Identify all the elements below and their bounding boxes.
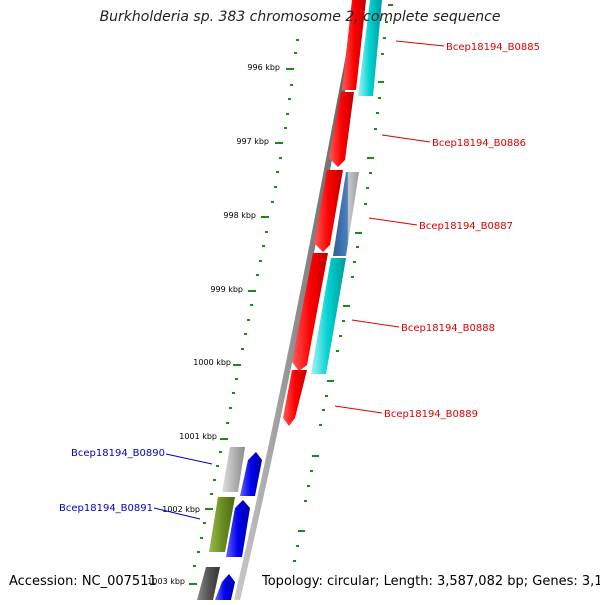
ruler-label: 996 kbp: [247, 63, 280, 72]
accession-text: Accession: NC_007511: [9, 574, 157, 589]
gene-label[interactable]: Bcep18194_B0888: [401, 323, 495, 334]
ruler-label: 998 kbp: [223, 211, 256, 220]
chromosome-backbone: [234, 0, 363, 601]
gene-labels-left: Bcep18194_B0890 Bcep18194_B0891: [59, 448, 213, 520]
ruler-label: 997 kbp: [236, 137, 269, 146]
ruler-label: 999 kbp: [210, 285, 243, 294]
gene-label[interactable]: Bcep18194_B0885: [446, 42, 540, 53]
gene-arrow[interactable]: [222, 447, 245, 492]
gene-label[interactable]: Bcep18194_B0886: [432, 138, 526, 149]
map-title: Burkholderia sp. 383 chromosome 2, compl…: [99, 9, 501, 25]
ruler-label: 1003 kbp: [147, 577, 185, 586]
gene-track-forward-2: [311, 0, 382, 374]
gene-track-forward: [283, 0, 366, 426]
gene-arrow[interactable]: [215, 574, 235, 600]
ruler-ticks-outer: [293, 4, 393, 562]
gene-arrow[interactable]: [358, 0, 382, 96]
gene-label[interactable]: Bcep18194_B0890: [71, 448, 165, 459]
gene-arrow[interactable]: [240, 452, 262, 496]
gene-label[interactable]: Bcep18194_B0891: [59, 503, 153, 514]
gene-arrow[interactable]: [311, 258, 346, 374]
gene-arrow[interactable]: [314, 170, 343, 252]
gene-arrow[interactable]: [226, 500, 250, 557]
gene-arrow[interactable]: [283, 370, 307, 426]
gene-arrow[interactable]: [333, 172, 359, 256]
gene-arrow[interactable]: [209, 497, 235, 552]
gene-arrow[interactable]: [197, 567, 220, 600]
gene-track-reverse: [197, 447, 262, 600]
topology-text: Topology: circular; Length: 3,587,082 bp…: [262, 574, 600, 589]
ruler-label: 1000 kbp: [193, 358, 231, 367]
gene-arrow[interactable]: [329, 92, 354, 167]
gene-label[interactable]: Bcep18194_B0887: [419, 221, 513, 232]
ruler-label: 1001 kbp: [179, 432, 217, 441]
ruler-label: 1002 kbp: [162, 505, 200, 514]
gene-arrow[interactable]: [292, 253, 328, 371]
ruler-ticks-inner: [189, 39, 299, 585]
ruler-labels: 996 kbp 997 kbp 998 kbp 999 kbp 1000 kbp…: [147, 63, 280, 586]
gene-labels-right: Bcep18194_B0885 Bcep18194_B0886 Bcep1819…: [334, 40, 540, 420]
gene-arrow[interactable]: [342, 0, 366, 90]
gene-label[interactable]: Bcep18194_B0889: [384, 409, 478, 420]
